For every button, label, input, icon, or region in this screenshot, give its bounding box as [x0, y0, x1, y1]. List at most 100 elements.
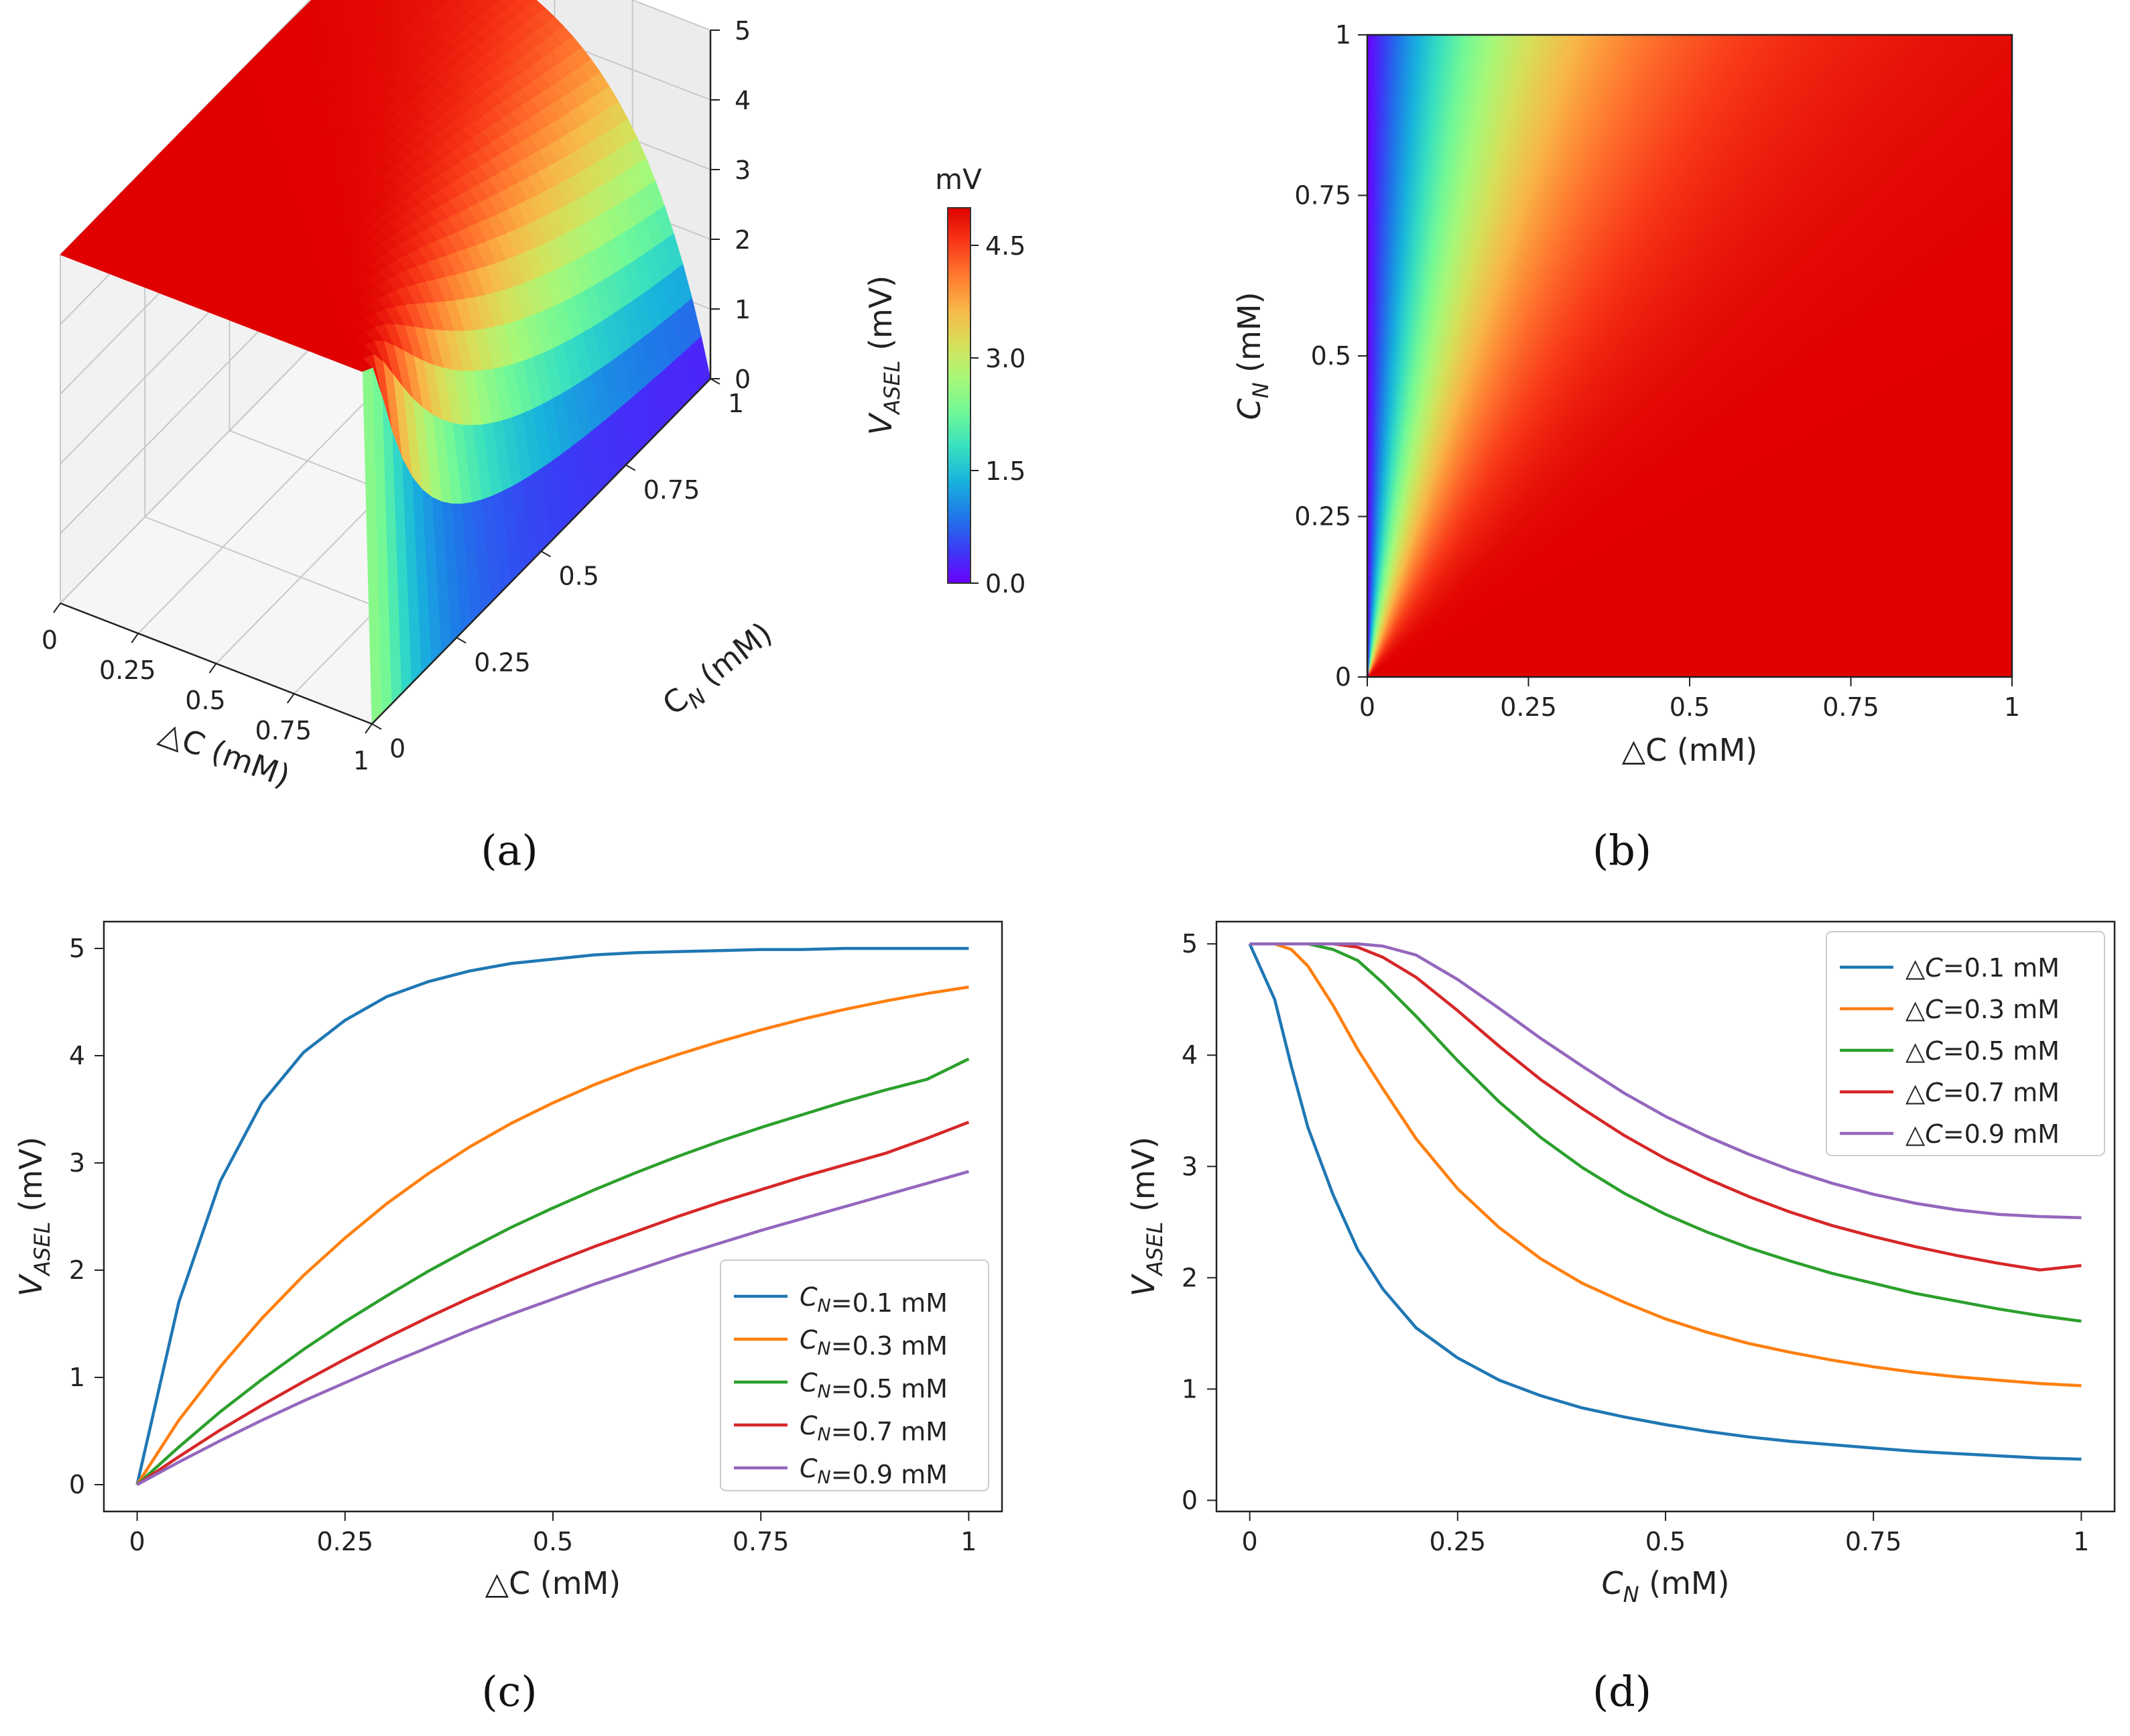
- panel-label-a: (a): [481, 826, 538, 875]
- legend-label-4: CN=0.7 mM: [800, 1411, 948, 1446]
- colorbar-tick-label: 3.0: [985, 344, 1025, 373]
- panel-a-y-tick-label: 0: [389, 734, 405, 763]
- colorbar-ticks: 0.0 1.5 3.0 4.5: [970, 231, 1025, 599]
- panel-b-y-tick-label: 1: [1335, 20, 1351, 50]
- panel-a-z-tick-label: 3: [735, 156, 751, 185]
- panel-a-x-tick-mark: [131, 633, 139, 643]
- series-line-2: [135, 985, 969, 1486]
- series-line-1: [135, 946, 969, 1485]
- panel-c-series: [135, 946, 970, 1486]
- legend-label-3: CN=0.5 mM: [800, 1368, 948, 1404]
- x-tick-label: 0.5: [1645, 1527, 1686, 1556]
- x-tick-label: 0.75: [1845, 1527, 1902, 1556]
- y-tick-label: 3: [69, 1148, 85, 1178]
- series-line-2: [1249, 942, 2082, 1387]
- colorbar: [947, 207, 971, 584]
- legend-box: [1826, 931, 2105, 1156]
- panel-a-x-tick-mark: [365, 723, 373, 734]
- panel-b-y-tick-label: 0: [1335, 662, 1351, 692]
- y-tick-label: 5: [69, 934, 85, 963]
- panel-a-x-tick-mark: [286, 693, 295, 704]
- panel-a-z-tick-label: 4: [735, 86, 751, 115]
- panel-a-y-tick-mark: [625, 464, 636, 471]
- panel-b-y-tick-label: 0.25: [1294, 502, 1351, 532]
- series-line-5: [136, 1170, 970, 1486]
- legend-label-3: △C=0.5 mM: [1905, 1036, 2060, 1066]
- y-tick-label: 2: [69, 1255, 85, 1285]
- x-tick-label: 1: [2073, 1527, 2089, 1556]
- colorbar-tick-label: 4.5: [985, 231, 1025, 261]
- panel-d-legend: △C=0.1 mM △C=0.3 mM △C=0.5 mM △C=0.7 mM △C=0…: [1826, 931, 2105, 1156]
- panel-a-x-tick-label: 0.75: [255, 716, 312, 745]
- panel-b-x-tick-label: 1: [2004, 692, 2020, 722]
- series-line-3: [1249, 942, 2082, 1323]
- panel-a-y-tick-mark: [456, 637, 466, 644]
- panel-c-xlabel: △C (mM): [485, 1565, 621, 1601]
- surface-patch: [495, 0, 500, 2]
- legend-label-4: △C=0.7 mM: [1905, 1078, 2060, 1107]
- x-tick-label: 0.5: [533, 1527, 573, 1556]
- panel-a-x-tick-mark: [208, 663, 217, 674]
- surface-patch: [450, 0, 467, 6]
- panel-b-ylabel: CN (mM): [1231, 292, 1273, 420]
- panel-b-ticks: 0 0.25 0.5 0.75 1 0 0.25 0.5 0.75 1: [1294, 20, 2020, 722]
- panel-b-y-tick-label: 0.5: [1311, 341, 1351, 371]
- x-tick-label: 0: [129, 1527, 145, 1556]
- panel-b-heatmap-holder: [1367, 35, 2012, 677]
- legend-box: [720, 1259, 989, 1491]
- x-tick-label: 0.25: [1430, 1527, 1487, 1556]
- series-line-4: [136, 1121, 970, 1486]
- panel-a-x-tick-label: 0.25: [99, 656, 156, 685]
- surface-patch: [346, 0, 365, 9]
- panel-d-series: [1248, 942, 2082, 1461]
- panel-b: 0 0.25 0.5 0.75 1 0 0.25 0.5 0.75 1 △C (mM) CN (m…: [1231, 20, 2020, 875]
- x-tick-label: 0: [1242, 1527, 1258, 1556]
- panel-a-surface: [60, 0, 711, 725]
- panel-a-x-tick-label: 1: [353, 746, 369, 776]
- panel-d-ticks: 0 0.25 0.5 0.75 1 0 1 2 3 4 5: [1182, 929, 2090, 1556]
- legend-label-5: △C=0.9 mM: [1905, 1119, 2060, 1149]
- surface-patch: [374, 0, 393, 8]
- panel-a-z-tick-label: 2: [735, 225, 751, 255]
- legend-label-2: △C=0.3 mM: [1905, 995, 2060, 1024]
- panel-b-x-tick-label: 0: [1359, 692, 1375, 722]
- panel-a-x-tick-label: 0.5: [185, 686, 225, 715]
- legend-label-5: CN=0.9 mM: [800, 1454, 948, 1489]
- y-tick-label: 4: [1182, 1040, 1198, 1070]
- panel-a-y-tick-label: 0.5: [559, 562, 599, 591]
- y-tick-label: 4: [69, 1041, 85, 1070]
- colorbar-tick-label: 0.0: [985, 569, 1025, 599]
- panel-b-heatmap: [1367, 35, 2012, 677]
- legend-label-2: CN=0.3 mM: [800, 1325, 948, 1361]
- y-tick-label: 0: [69, 1470, 85, 1499]
- panel-label-d: (d): [1592, 1667, 1651, 1716]
- panel-label-b: (b): [1592, 826, 1651, 875]
- panel-b-x-tick-label: 0.5: [1670, 692, 1710, 722]
- series-line-5: [1249, 942, 2082, 1219]
- panel-a-z-tick-label: 0: [735, 365, 751, 394]
- panel-a-x-tick-mark: [53, 603, 61, 613]
- surface-patch: [308, 0, 326, 7]
- y-tick-label: 0: [1182, 1485, 1198, 1515]
- colorbar-label: mV: [935, 163, 982, 196]
- legend-label-1: △C=0.1 mM: [1905, 953, 2060, 983]
- y-tick-label: 1: [69, 1363, 85, 1392]
- y-tick-label: 2: [1182, 1263, 1198, 1292]
- panel-a-zlabel: VASEL (mV): [863, 275, 905, 436]
- panel-c-ticks: 0 0.25 0.5 0.75 1 0 1 2 3 4 5: [69, 934, 977, 1556]
- surface-patch: [516, 0, 537, 9]
- surface-patch: [402, 0, 421, 8]
- panel-a-z-tick-label: 5: [735, 16, 751, 46]
- panel-d-ylabel: VASEL (mV): [1125, 1137, 1168, 1297]
- surface-patch: [474, 0, 483, 3]
- surface-patch: [424, 0, 436, 4]
- panel-a-y-tick-mark: [710, 378, 721, 385]
- panel-a-ylabel: CN (mM): [655, 615, 782, 727]
- panel-a-gridline: [630, 0, 711, 31]
- surface-patch: [397, 0, 407, 3]
- y-tick-label: 3: [1182, 1152, 1198, 1181]
- panel-c-legend: CN=0.1 mM CN=0.3 mM CN=0.5 mM CN=0.7 mM CN=0…: [720, 1259, 989, 1491]
- series-line-1: [1248, 943, 2082, 1461]
